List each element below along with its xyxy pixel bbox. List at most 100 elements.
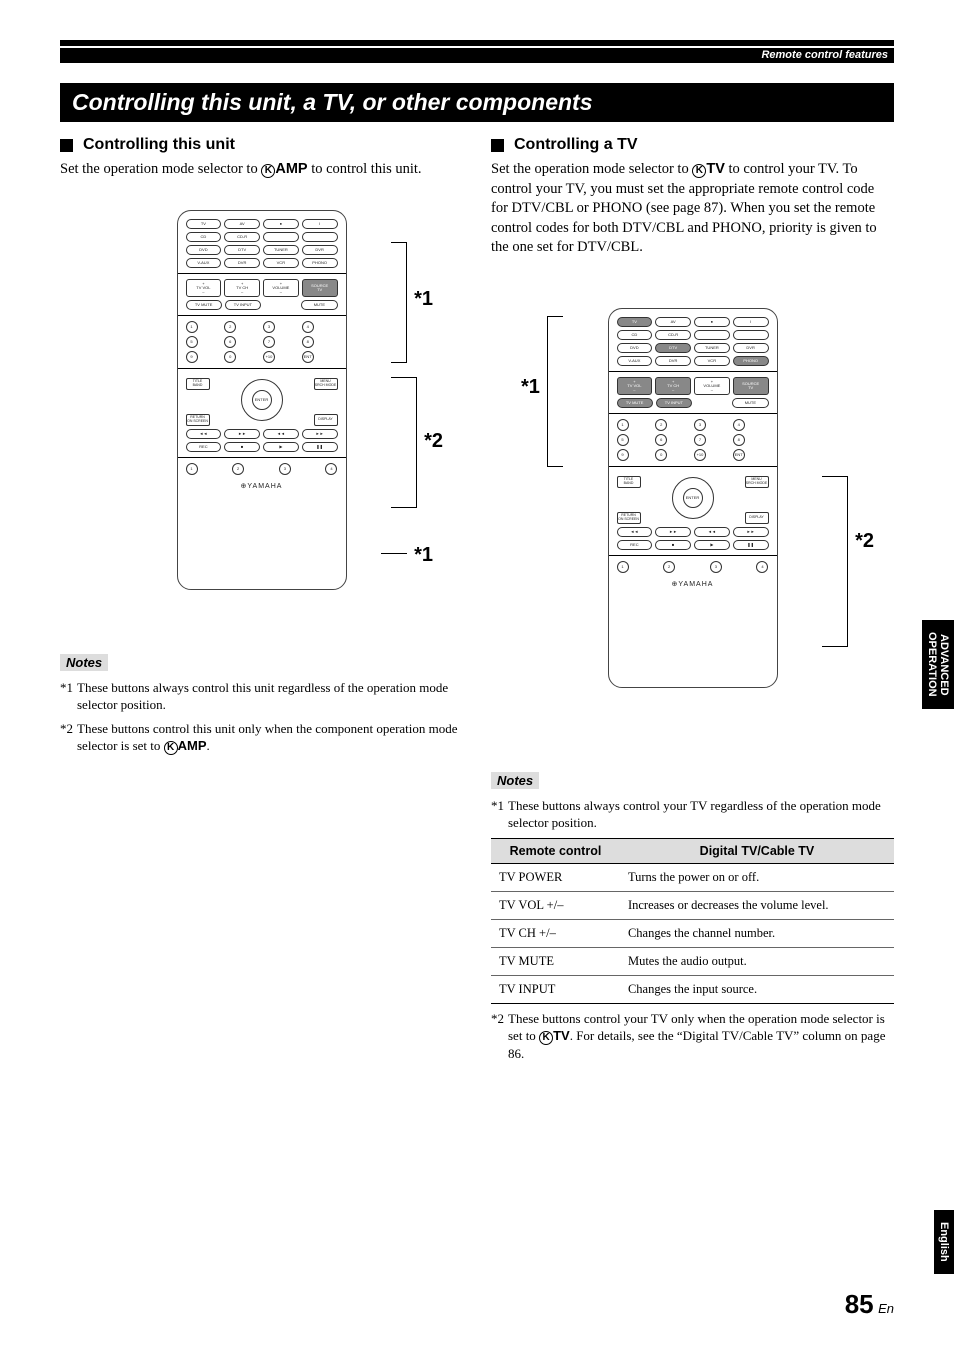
square-bullet-icon	[60, 139, 73, 152]
remote-btn: I	[733, 317, 769, 327]
note-item: *1 These buttons always control your TV …	[491, 797, 894, 832]
remote-row: TV AV ● I	[617, 317, 769, 327]
remote-btn: TV MUTE	[186, 300, 222, 310]
page-number: 85 En	[845, 1289, 894, 1320]
remote-row: REC ■ ▶ ❚❚	[617, 540, 769, 550]
table-cell: TV MUTE	[491, 947, 620, 975]
remote-btn: ◄◄	[694, 527, 730, 537]
remote-btn: 1	[617, 561, 629, 573]
header-rule	[60, 40, 894, 46]
remote-btn: PHONO	[302, 258, 338, 268]
callout-star2: *2	[424, 430, 443, 453]
remote-btn: AV	[224, 219, 260, 229]
remote-btn: MUTE	[301, 300, 337, 310]
remote-side-btn: TITLEBAND	[617, 476, 641, 488]
remote-btn	[733, 330, 769, 340]
remote-btn: +TV CH–	[655, 377, 691, 395]
notes-label-right: Notes	[491, 772, 539, 789]
remote-btn: DVR	[655, 356, 691, 366]
callout-line	[547, 466, 563, 467]
table-row: TV INPUTChanges the input source.	[491, 975, 894, 1003]
remote-btn: ►►	[302, 429, 338, 439]
right-para-pre: Set the operation mode selector to	[491, 161, 692, 177]
remote-side-btn: RETURNON SCREEN	[186, 414, 210, 426]
remote-btn: 1	[617, 419, 629, 431]
remote-body: TV AV ● I CD CD-R DVD DTV TUNER	[608, 308, 778, 688]
remote-btn: TV INPUT	[656, 398, 692, 408]
remote-separator	[609, 466, 777, 467]
left-heading-text: Controlling this unit	[83, 136, 235, 154]
remote-numgrid: 1 2 3 4 5 6 7 8 9 0 +10 ENT	[186, 321, 338, 363]
remote-btn: ●	[694, 317, 730, 327]
dpad-center-btn: ENTER	[252, 390, 272, 410]
remote-btn: ❚❚	[302, 442, 338, 452]
remote-btn: +10	[263, 351, 275, 363]
callout-line	[381, 553, 407, 554]
remote-row: ◄◄ ►► ◄◄ ►►	[186, 429, 338, 439]
remote-btn: PHONO	[733, 356, 769, 366]
right-column: Controlling a TV Set the operation mode …	[491, 136, 894, 1069]
remote-btn: 3	[694, 419, 706, 431]
remote-side-btn: MENUSRCH MODE	[314, 378, 338, 390]
remote-btn: SOURCETV	[733, 377, 769, 395]
table-cell: TV INPUT	[491, 975, 620, 1003]
dpad-center-btn: ENTER	[683, 488, 703, 508]
remote-btn: 3	[263, 321, 275, 333]
remote-btn: 8	[733, 434, 745, 446]
table-head: Digital TV/Cable TV	[620, 838, 894, 863]
note-item: *1 These buttons always control this uni…	[60, 679, 463, 714]
remote-btn: 8	[302, 336, 314, 348]
remote-btn: VCR	[263, 258, 299, 268]
remote-btn: ►►	[224, 429, 260, 439]
remote-btn: 2	[663, 561, 675, 573]
callout-star2: *2	[855, 530, 874, 553]
table-cell: Turns the power on or off.	[620, 863, 894, 891]
page-number-suffix: En	[878, 1301, 894, 1316]
right-subheading: Controlling a TV	[491, 136, 894, 154]
remote-row: ◄◄ ►► ◄◄ ►►	[617, 527, 769, 537]
callout-star1: *1	[521, 376, 540, 399]
remote-scene-row: 1 2 3 4	[617, 561, 769, 573]
remote-btn: 4	[733, 419, 745, 431]
tv-badge-icon: K	[539, 1031, 553, 1045]
remote-row: TV MUTE TV INPUT MUTE	[617, 398, 769, 408]
remote-btn: CD	[186, 232, 222, 242]
remote-btn: 3	[710, 561, 722, 573]
remote-separator	[178, 457, 346, 458]
amp-badge-icon: K	[261, 164, 275, 178]
remote-btn: 7	[263, 336, 275, 348]
callout-line	[808, 476, 848, 646]
table-head: Remote control	[491, 838, 620, 863]
remote-row: TV MUTE TV INPUT MUTE	[186, 300, 338, 310]
remote-row: V-AUX DVR VCR PHONO	[186, 258, 338, 268]
remote-btn: +VOLUME–	[694, 377, 730, 395]
remote-btn: 5	[186, 336, 198, 348]
remote-btn: TV MUTE	[617, 398, 653, 408]
remote-btn: 5	[617, 434, 629, 446]
remote-btn: ▶	[694, 540, 730, 550]
remote-btn: DVD	[186, 245, 222, 255]
table-cell: TV CH +/–	[491, 919, 620, 947]
table-row: TV VOL +/–Increases or decreases the vol…	[491, 891, 894, 919]
remote-dpad-area: TITLEBAND MENUSRCH MODE RETURNON SCREEN …	[617, 472, 769, 524]
remote-btn: 0	[655, 449, 667, 461]
header-breadcrumb: Remote control features	[60, 48, 894, 63]
remote-btn: ◄◄	[186, 429, 222, 439]
remote-btn: 2	[224, 321, 236, 333]
remote-btn: 4	[302, 321, 314, 333]
remote-separator	[609, 555, 777, 556]
remote-btn: ◄◄	[263, 429, 299, 439]
note-sup: *1	[491, 797, 504, 832]
remote-btn: CD-R	[224, 232, 260, 242]
remote-btn: +TV VOL–	[186, 279, 222, 297]
note-text: These buttons always control this unit r…	[77, 679, 463, 714]
page-number-value: 85	[845, 1289, 874, 1319]
table-row: TV CH +/–Changes the channel number.	[491, 919, 894, 947]
note-text: These buttons control this unit only whe…	[77, 720, 463, 756]
remote-btn: ►►	[655, 527, 691, 537]
table-cell: TV VOL +/–	[491, 891, 620, 919]
table-cell: Changes the input source.	[620, 975, 894, 1003]
side-tab-advanced: ADVANCEDOPERATION	[922, 620, 954, 709]
note-sup: *1	[60, 679, 73, 714]
remote-side-btn: DISPLAY	[314, 414, 338, 426]
